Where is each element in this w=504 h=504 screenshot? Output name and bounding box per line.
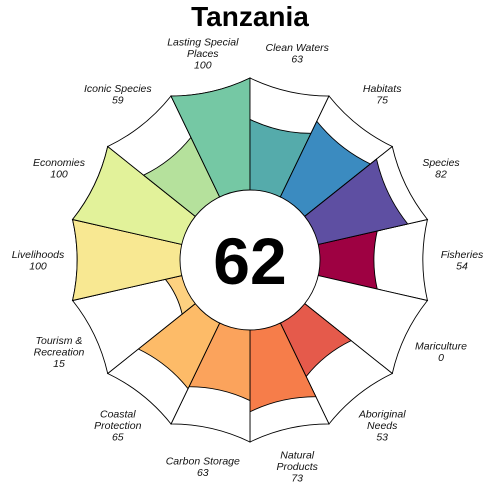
petal-value-habitats: 75 [376,95,388,107]
petal-label-carbon-storage: Carbon Storage 63 [166,455,240,479]
petals-layer [71,77,429,443]
petal-label-habitats: Habitats 75 [363,83,402,107]
petal-value-iconic-species: 59 [112,95,124,107]
petal-value-aboriginal-needs: 53 [376,432,388,444]
petal-value-lasting-special-places: 100 [194,59,212,71]
center-circle [179,189,321,331]
petal-label-mariculture: Mariculture 0 [415,341,467,365]
petal-label-aboriginal-needs: Aboriginal Needs 53 [358,409,406,444]
petal-value-economies: 100 [50,168,68,180]
petal-value-mariculture: 0 [438,352,444,364]
petal-label-species: Species 82 [422,157,460,181]
petal-value-coastal-protection: 65 [112,432,124,444]
petal-label-fisheries: Fisheries 54 [441,249,484,273]
petal-label-economies: Economies 100 [33,157,86,181]
petal-value-species: 82 [435,168,447,180]
petal-label-natural-products: Natural Products 73 [276,450,318,485]
petal-label-iconic-species: Iconic Species 59 [84,83,152,107]
petal-label-coastal-protection: Coastal Protection 65 [94,409,141,444]
petal-value-livelihoods: 100 [29,260,47,272]
petal-label-tourism-recreation: Tourism & Recreation 15 [34,335,85,370]
petal-label-livelihoods: Livelihoods 100 [12,249,65,273]
petal-labels-layer: Fisheries 54 Mariculture 0 Aboriginal Needs 53… [12,36,484,484]
petal-value-fisheries: 54 [456,260,468,272]
petal-label-lasting-special-places: Lasting Special Places 100 [167,36,239,71]
petal-label-clean-waters: Clean Waters 63 [265,42,329,66]
center-score: 62 [213,224,286,298]
petal-value-carbon-storage: 63 [197,467,209,479]
chart-title: Tanzania [191,1,309,32]
petal-value-natural-products: 73 [291,473,303,485]
petal-value-clean-waters: 63 [291,54,303,66]
petal-value-tourism-recreation: 15 [53,358,65,370]
